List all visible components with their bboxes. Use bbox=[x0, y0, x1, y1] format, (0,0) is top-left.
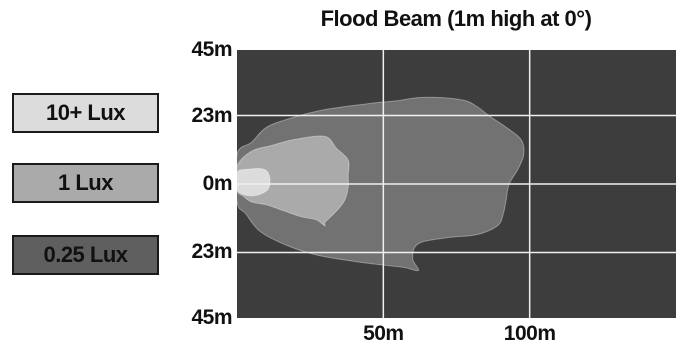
chart-title: Flood Beam (1m high at 0°) bbox=[320, 6, 592, 31]
contour-10-lux bbox=[237, 168, 271, 197]
legend-item: 1 Lux bbox=[12, 163, 159, 203]
y-tick-label: 0m bbox=[202, 172, 233, 195]
x-tick-label: 50m bbox=[363, 322, 404, 345]
legend-item: 10+ Lux bbox=[12, 93, 159, 133]
y-tick-label: 45m bbox=[191, 38, 232, 61]
y-tick-label: 45m bbox=[191, 306, 232, 329]
legend-item: 0.25 Lux bbox=[12, 235, 159, 275]
y-tick-label: 23m bbox=[191, 240, 232, 264]
contour-1-lux bbox=[237, 135, 350, 227]
grid-lines bbox=[237, 50, 676, 318]
y-tick-label: 23m bbox=[191, 103, 232, 127]
x-tick-label: 100m bbox=[503, 322, 556, 345]
